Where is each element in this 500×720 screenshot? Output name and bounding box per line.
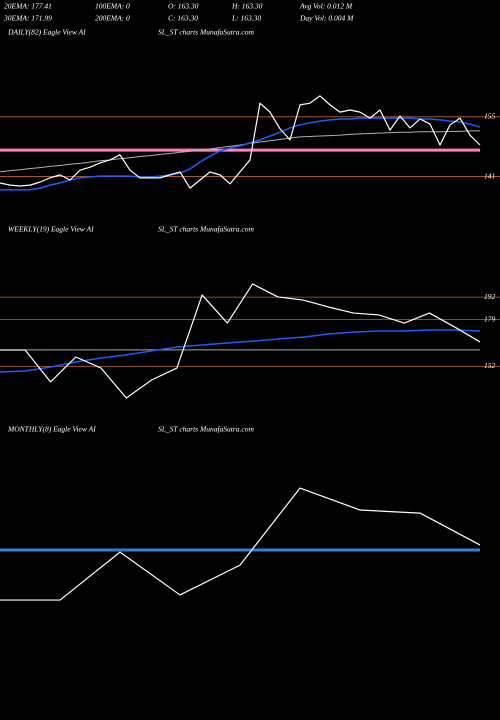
- header-stat: O: 163.30: [168, 2, 199, 11]
- panel-source: SL_ST charts MunafaSutra.com: [158, 225, 254, 234]
- panel-source: SL_ST charts MunafaSutra.com: [158, 425, 254, 434]
- series-line: [0, 487, 481, 601]
- header-stat: L: 163.30: [231, 14, 261, 23]
- series-line: [0, 130, 480, 173]
- header-stat: Day Vol: 0.004 M: [299, 14, 354, 23]
- header-stat: Avg Vol: 0.012 M: [299, 2, 353, 11]
- price-label: 141: [484, 171, 495, 180]
- header-stat: 30EMA: 171.99: [3, 14, 52, 23]
- price-label: 192: [484, 292, 496, 301]
- panel-label: DAILY(82) Eagle View AI: [7, 28, 86, 37]
- series-line: [0, 283, 481, 399]
- price-label: 179: [484, 314, 496, 323]
- header-stat: C: 163.30: [168, 14, 198, 23]
- panel-label: MONTHLY(8) Eagle View AI: [7, 425, 96, 434]
- price-label: 152: [484, 361, 496, 370]
- header-stat: 100EMA: 0: [95, 2, 130, 11]
- series-line: [0, 95, 481, 189]
- header-stat: 200EMA: 0: [95, 14, 130, 23]
- panel-source: SL_ST charts MunafaSutra.com: [158, 28, 254, 37]
- series-line: [0, 117, 481, 191]
- header-stat: 20EMA: 177.41: [4, 2, 52, 11]
- panel-label: WEEKLY(19) Eagle View AI: [8, 225, 94, 234]
- header-stat: H: 163.30: [231, 2, 263, 11]
- price-label: 155: [484, 112, 496, 121]
- series-line: [0, 329, 481, 373]
